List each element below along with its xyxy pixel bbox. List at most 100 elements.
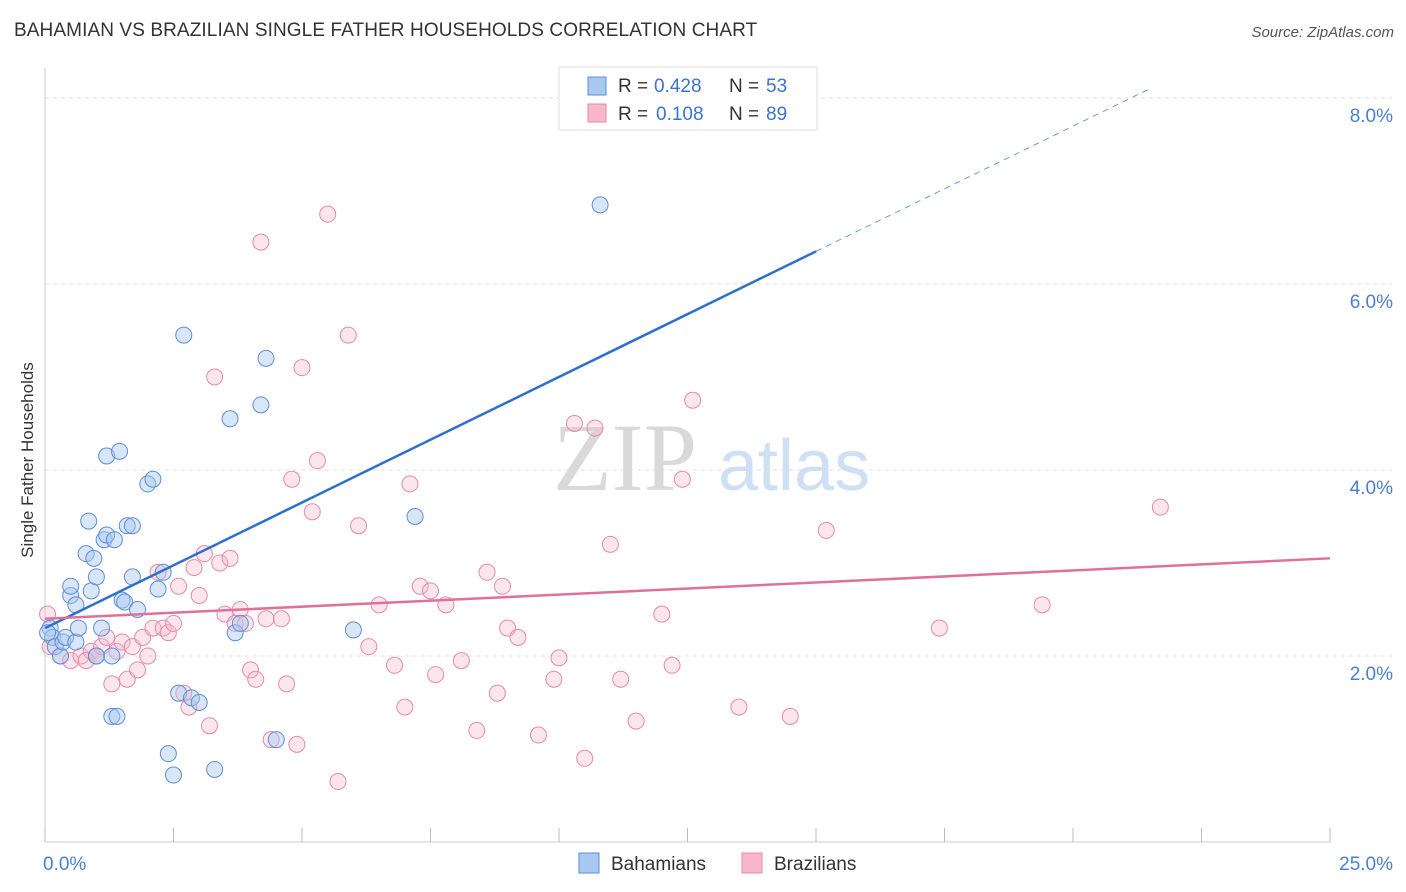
brazilians-point-52 <box>360 638 378 656</box>
brazilians-trend-line <box>44 557 1331 621</box>
x-tick-label-0: 0.0% <box>43 854 86 875</box>
legend-r-value-1: 0.428 <box>654 76 702 97</box>
bahamians-trend-extension <box>815 88 1151 252</box>
brazilians-point-75 <box>612 670 630 688</box>
brazilians-point-43 <box>283 470 301 488</box>
brazilians-point-21 <box>165 614 182 632</box>
bahamians-point-49 <box>344 621 362 639</box>
brazilians-point-82 <box>781 707 799 725</box>
bottom-legend-brazilians: Brazilians <box>774 854 856 875</box>
bottom-legend-bahamians: Bahamians <box>611 854 706 875</box>
brazilians-point-85 <box>1033 596 1051 614</box>
brazilians-point-65 <box>493 577 511 595</box>
brazilians-point-72 <box>576 749 594 767</box>
brazilians-point-47 <box>308 452 326 470</box>
bahamians-point-38 <box>170 684 188 702</box>
bahamians-point-46 <box>252 396 270 414</box>
bahamians-point-50 <box>406 507 424 525</box>
brazilians-points <box>39 205 1169 791</box>
bahamians-point-36 <box>159 745 177 763</box>
brazilians-point-54 <box>386 656 404 674</box>
tick-labels: 2.0% 4.0% 6.0% 8.0% 0.0% 25.0% <box>43 106 1393 875</box>
legend-swatch-bahamians <box>587 76 607 96</box>
legend-swatch-brazilians <box>587 103 607 123</box>
bahamians-trend-line <box>44 250 817 630</box>
bahamians-point-45 <box>231 614 249 632</box>
brazilians-point-78 <box>663 656 681 674</box>
brazilians-point-14 <box>129 661 147 679</box>
bahamians-point-26 <box>113 591 131 609</box>
brazilians-point-8 <box>98 628 116 646</box>
brazilians-point-86 <box>1151 498 1169 516</box>
brazilians-point-44 <box>288 735 306 753</box>
bahamians-point-25 <box>111 442 129 460</box>
bahamians-point-37 <box>165 766 182 784</box>
brazilians-point-63 <box>478 563 496 581</box>
y-tick-label-2: 6.0% <box>1350 292 1393 313</box>
brazilians-point-67 <box>509 628 527 646</box>
brazilians-point-5 <box>82 642 100 660</box>
brazilians-point-53 <box>370 596 388 614</box>
bahamians-point-5 <box>57 628 75 646</box>
bahamians-points <box>39 196 609 784</box>
bahamians-point-22 <box>103 707 121 725</box>
brazilians-point-30 <box>211 554 229 572</box>
bahamians-point-30 <box>123 517 141 535</box>
brazilians-point-62 <box>468 721 486 739</box>
brazilians-point-17 <box>144 619 162 637</box>
brazilians-point-81 <box>730 698 748 716</box>
legend-n-label-1: N = <box>729 76 759 97</box>
brazilians-point-22 <box>170 577 188 595</box>
brazilians-point-87 <box>77 652 95 670</box>
brazilians-point-39 <box>257 610 275 628</box>
bahamians-point-52 <box>39 624 57 642</box>
bahamians-point-20 <box>98 447 116 465</box>
brazilians-point-76 <box>627 712 645 730</box>
brazilians-point-83 <box>817 521 835 539</box>
brazilians-point-26 <box>190 587 208 605</box>
brazilians-point-10 <box>108 642 126 660</box>
brazilians-point-40 <box>262 731 280 749</box>
brazilians-point-80 <box>684 391 702 409</box>
brazilians-point-46 <box>303 503 321 521</box>
brazilians-point-9 <box>103 675 121 693</box>
bahamians-point-51 <box>591 196 609 214</box>
trend-lines <box>44 88 1331 630</box>
brazilians-point-61 <box>452 652 470 670</box>
y-tick-label-1: 4.0% <box>1350 478 1393 499</box>
chart-title: BAHAMIAN VS BRAZILIAN SINGLE FATHER HOUS… <box>14 20 758 41</box>
brazilians-point-59 <box>427 666 445 684</box>
brazilians-point-20 <box>159 624 177 642</box>
brazilians-point-50 <box>339 326 357 344</box>
brazilians-point-69 <box>545 670 563 688</box>
axes <box>44 68 1331 843</box>
watermark-atlas: atlas <box>718 426 870 506</box>
brazilians-point-19 <box>154 619 172 637</box>
brazilians-point-57 <box>411 577 429 595</box>
bahamians-point-18 <box>95 531 113 549</box>
brazilians-point-41 <box>272 610 290 628</box>
brazilians-point-25 <box>185 559 203 577</box>
brazilians-point-36 <box>242 661 260 679</box>
bahamians-point-34 <box>149 580 167 598</box>
bahamians-point-28 <box>118 517 136 535</box>
bahamians-point-10 <box>69 619 87 637</box>
brazilians-point-51 <box>350 517 368 535</box>
legend-r-label-2: R = <box>618 104 648 125</box>
y-tick-label-3: 8.0% <box>1350 106 1393 127</box>
brazilians-point-71 <box>565 414 583 432</box>
brazilians-point-64 <box>488 684 506 702</box>
brazilians-point-68 <box>529 726 547 744</box>
x-tick-label-1: 25.0% <box>1339 854 1393 875</box>
y-tick-label-0: 2.0% <box>1350 664 1393 685</box>
brazilians-point-77 <box>653 605 671 623</box>
bahamians-point-3 <box>51 647 69 665</box>
bahamians-point-15 <box>87 568 105 586</box>
brazilians-point-11 <box>113 633 131 651</box>
brazilians-point-56 <box>401 475 419 493</box>
brazilians-point-48 <box>319 205 337 223</box>
bahamians-point-33 <box>144 470 162 488</box>
bahamians-point-17 <box>93 619 111 637</box>
bahamians-point-16 <box>87 647 105 665</box>
